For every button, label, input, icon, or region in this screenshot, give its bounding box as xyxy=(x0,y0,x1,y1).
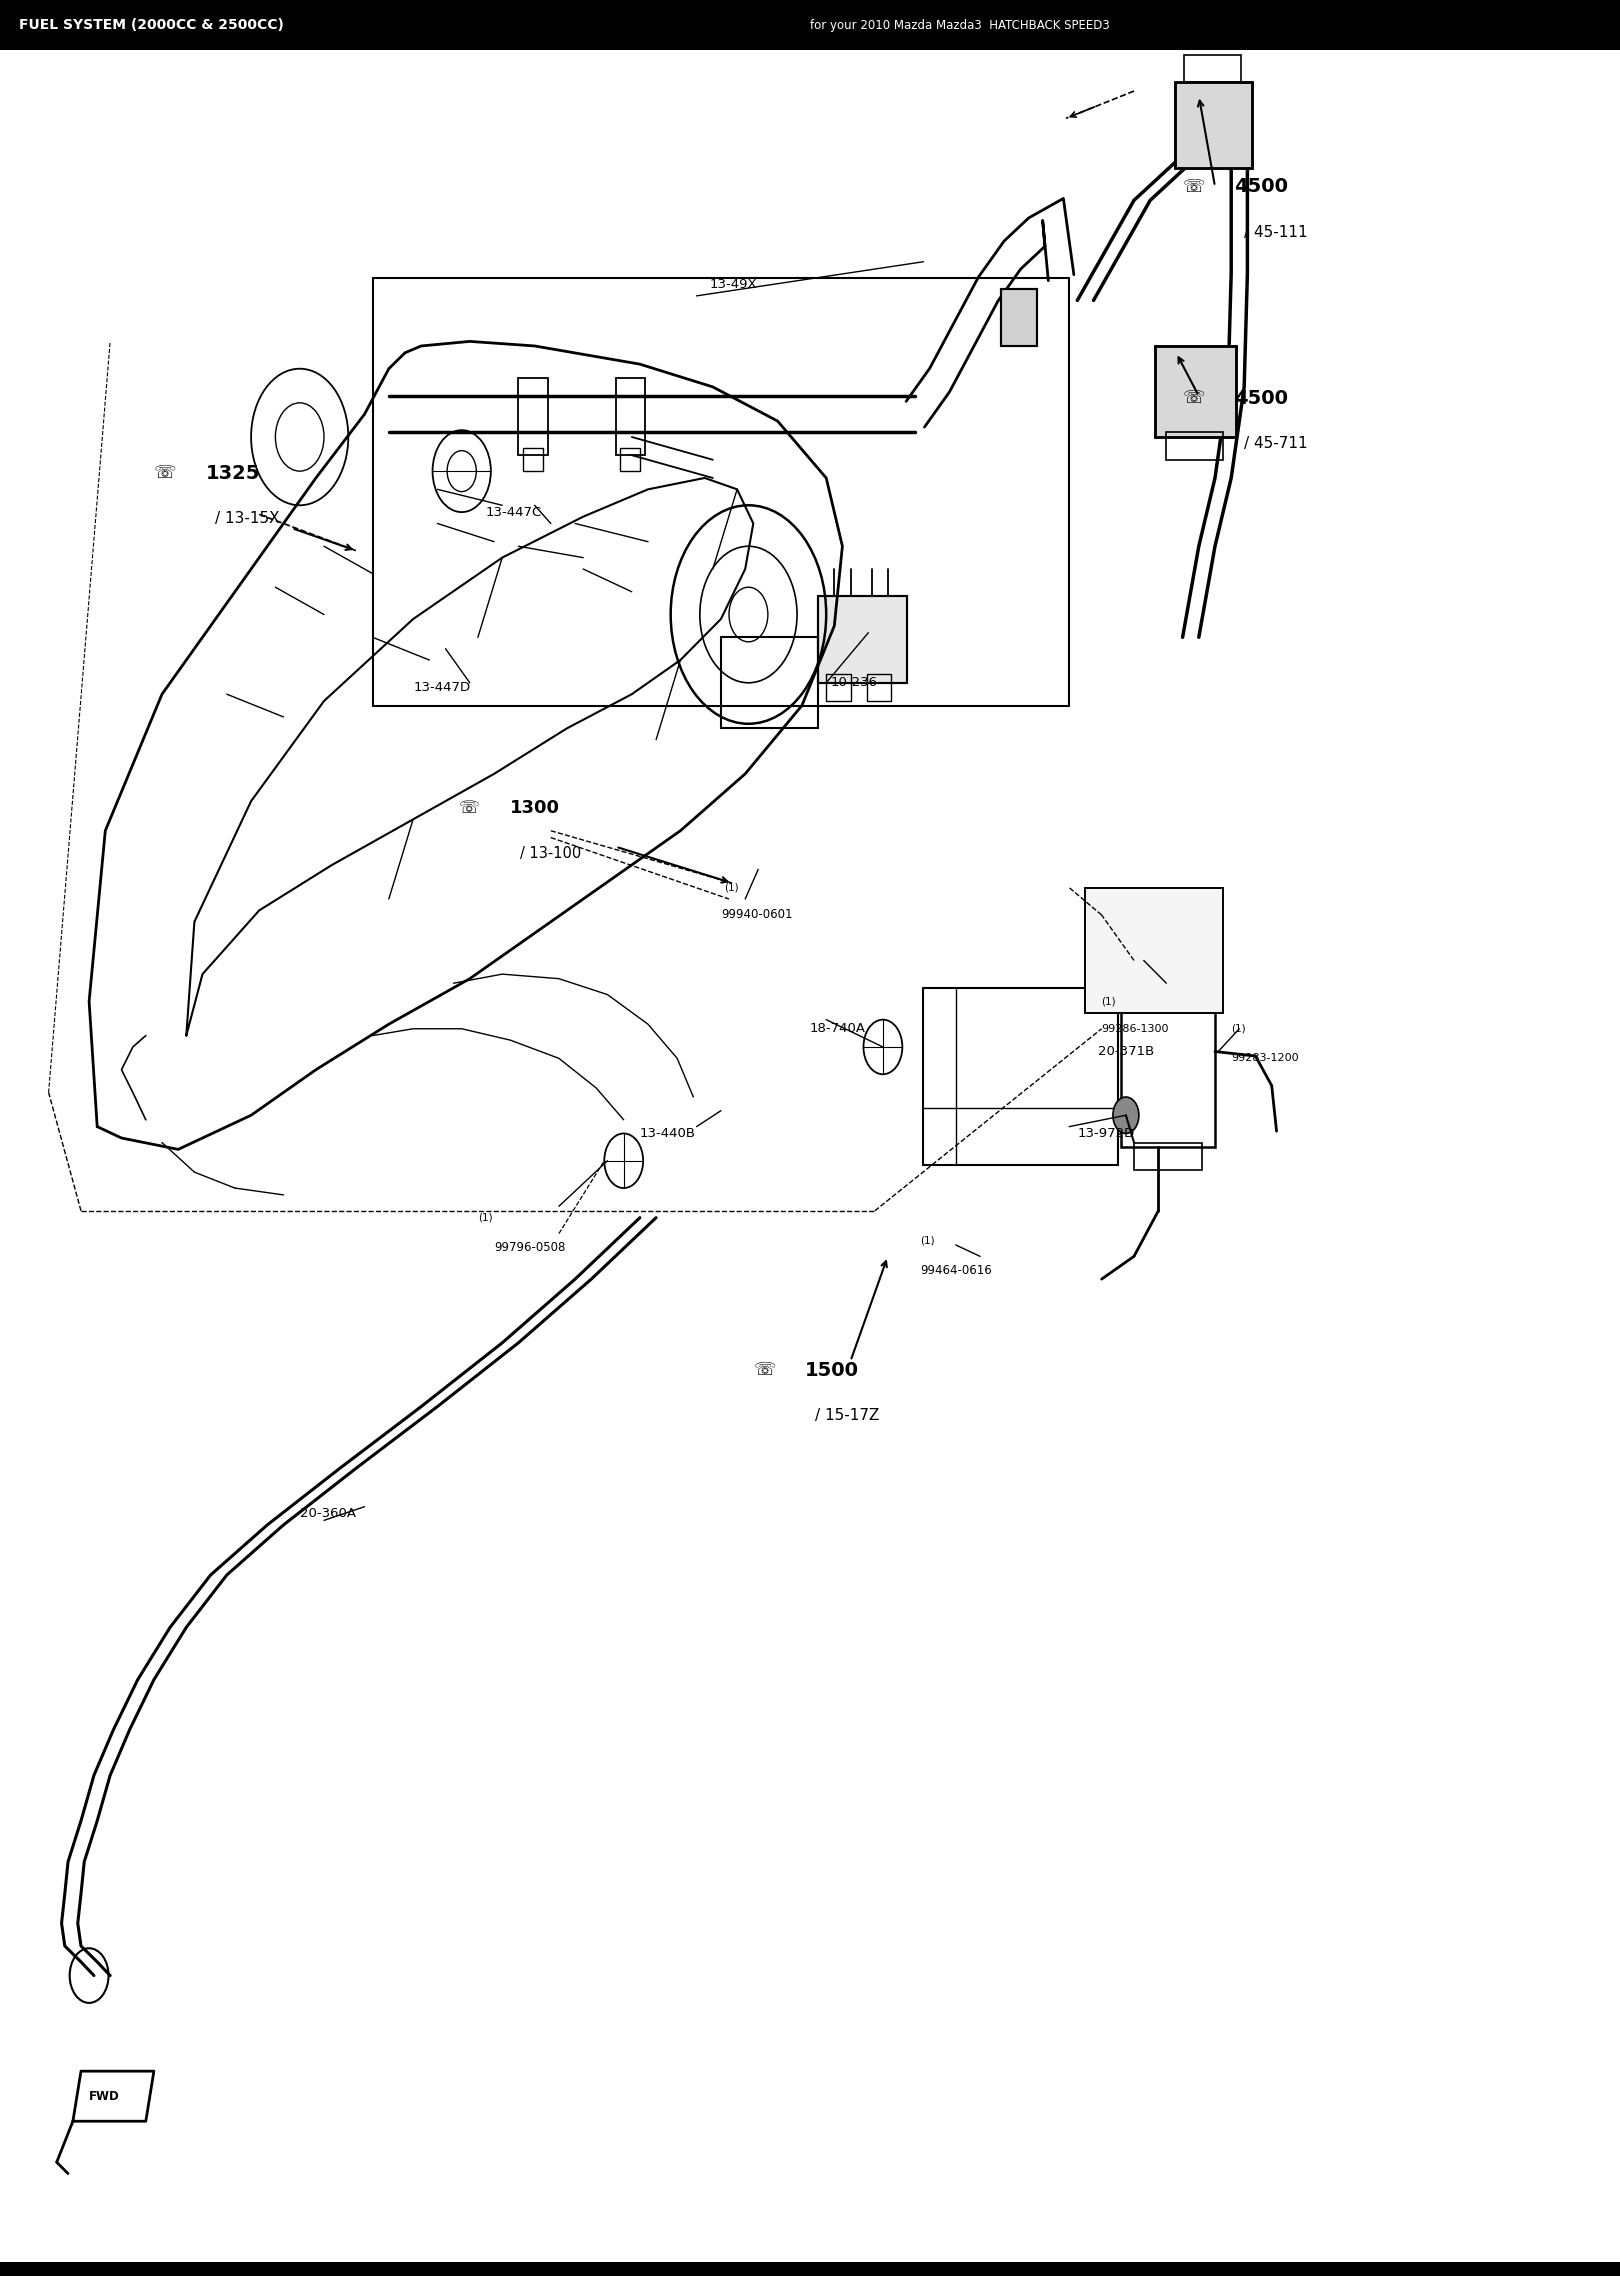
Text: 99286-1300: 99286-1300 xyxy=(1102,1024,1170,1033)
Text: 13-972D: 13-972D xyxy=(1077,1127,1134,1140)
Bar xyxy=(1155,346,1236,437)
Text: ☏: ☏ xyxy=(1183,178,1205,196)
Bar xyxy=(1134,1143,1202,1170)
Text: FWD: FWD xyxy=(89,2089,120,2103)
Bar xyxy=(1001,289,1037,346)
Text: (1): (1) xyxy=(478,1213,492,1222)
Bar xyxy=(721,637,818,728)
Text: (1): (1) xyxy=(1102,997,1116,1006)
Bar xyxy=(0,0,1620,50)
Bar xyxy=(1121,992,1215,1147)
Bar xyxy=(1001,289,1037,346)
Text: / 15-17Z: / 15-17Z xyxy=(815,1409,880,1422)
Text: 1300: 1300 xyxy=(510,799,561,817)
Text: ☏: ☏ xyxy=(753,1361,776,1379)
Bar xyxy=(1174,82,1252,168)
Bar xyxy=(616,378,645,455)
Bar xyxy=(818,596,907,683)
Text: 99796-0508: 99796-0508 xyxy=(494,1240,565,1254)
Text: ☏: ☏ xyxy=(458,799,480,817)
Text: FUEL SYSTEM (2000CC & 2500CC): FUEL SYSTEM (2000CC & 2500CC) xyxy=(19,18,285,32)
Text: 20-360A: 20-360A xyxy=(300,1507,356,1520)
Bar xyxy=(523,448,543,471)
Circle shape xyxy=(1113,1097,1139,1133)
Bar xyxy=(0,2262,1620,2276)
Bar xyxy=(1155,346,1236,437)
Bar xyxy=(826,674,851,701)
Bar xyxy=(1184,55,1241,82)
Text: 99283-1200: 99283-1200 xyxy=(1231,1054,1299,1063)
Bar xyxy=(818,596,907,683)
Text: for your 2010 Mazda Mazda3  HATCHBACK SPEED3: for your 2010 Mazda Mazda3 HATCHBACK SPE… xyxy=(810,18,1110,32)
Text: 99464-0616: 99464-0616 xyxy=(920,1263,991,1277)
Text: (1): (1) xyxy=(1231,1024,1246,1033)
Bar xyxy=(1174,82,1252,168)
Text: (1): (1) xyxy=(920,1236,935,1245)
Text: ☏: ☏ xyxy=(1183,389,1205,407)
Text: 13-447D: 13-447D xyxy=(413,681,470,694)
Bar xyxy=(1085,888,1223,1013)
Bar xyxy=(923,988,1118,1165)
Text: ☏: ☏ xyxy=(154,464,177,483)
Text: 1325: 1325 xyxy=(206,464,261,483)
Text: 18-740A: 18-740A xyxy=(810,1022,867,1036)
Text: 4500: 4500 xyxy=(1234,178,1288,196)
Text: / 13-100: / 13-100 xyxy=(520,847,582,860)
Bar xyxy=(620,448,640,471)
Bar xyxy=(518,378,548,455)
Text: 20-371B: 20-371B xyxy=(1098,1045,1155,1058)
Text: / 45-111: / 45-111 xyxy=(1244,225,1307,239)
Text: / 13-15X: / 13-15X xyxy=(215,512,280,526)
Text: 99940-0601: 99940-0601 xyxy=(721,908,792,922)
Bar xyxy=(1166,432,1223,460)
Text: 13-49X: 13-49X xyxy=(710,278,757,291)
Text: (1): (1) xyxy=(724,883,739,892)
Text: 10-236: 10-236 xyxy=(831,676,878,690)
Bar xyxy=(1085,888,1223,1013)
Text: 4500: 4500 xyxy=(1234,389,1288,407)
Text: / 45-711: / 45-711 xyxy=(1244,437,1307,451)
Text: 13-447C: 13-447C xyxy=(486,505,543,519)
Text: 1500: 1500 xyxy=(805,1361,859,1379)
Bar xyxy=(867,674,891,701)
Text: 13-440B: 13-440B xyxy=(640,1127,697,1140)
Bar xyxy=(1144,951,1192,992)
